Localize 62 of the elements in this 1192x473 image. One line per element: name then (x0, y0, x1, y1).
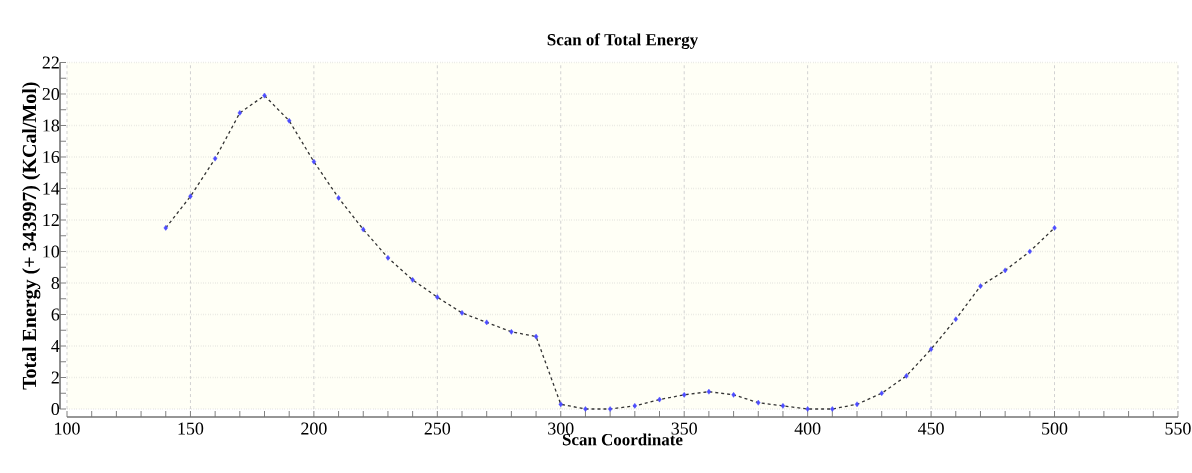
point (706, 388, 712, 395)
point (410, 277, 415, 283)
point (607, 406, 613, 412)
y-axis-title: Total Energy (+ 343997) (KCal/Mol) (22, 82, 41, 390)
point (509, 329, 514, 335)
y-tick-label: 22 (42, 56, 59, 69)
point (854, 401, 860, 408)
point (756, 399, 761, 406)
point (830, 406, 835, 412)
x-axis-title: Scan Coordinate (562, 433, 683, 446)
point (262, 92, 267, 99)
x-tick-label: 150 (178, 422, 204, 435)
y-tick-label: 16 (43, 150, 60, 164)
x-tick-label: 250 (424, 422, 451, 435)
point (287, 117, 292, 124)
x-tick-label: 350 (671, 422, 697, 435)
point (188, 193, 193, 200)
point (632, 403, 637, 409)
x-tick-label: 200 (301, 422, 327, 435)
point (879, 390, 884, 397)
point (435, 294, 440, 300)
point (361, 226, 366, 233)
point (484, 319, 489, 326)
point (657, 396, 662, 403)
point (805, 406, 810, 412)
point (1003, 267, 1008, 274)
y-tick-label: 18 (43, 119, 60, 132)
point (533, 333, 539, 340)
point (953, 316, 958, 323)
point (583, 406, 588, 412)
x-tick-label: 500 (1042, 422, 1068, 435)
point (731, 392, 736, 398)
point (311, 158, 317, 165)
point (558, 401, 563, 408)
y-tick-label: 2 (51, 371, 59, 384)
point (682, 392, 687, 398)
point (237, 110, 242, 116)
x-tick-label: 400 (794, 422, 821, 435)
point (163, 225, 168, 231)
point (385, 255, 391, 261)
x-tick-label: 550 (1165, 422, 1191, 435)
point (978, 283, 983, 289)
chart-title: Scan of Total Energy (547, 33, 698, 49)
y-tick-label: 4 (51, 340, 60, 352)
point (928, 346, 934, 352)
point (459, 310, 465, 316)
point (1027, 248, 1032, 255)
x-tick-label: 300 (548, 422, 574, 435)
point (336, 195, 341, 201)
point (780, 403, 786, 409)
x-tick-label: 100 (55, 422, 80, 435)
y-tick-label: 10 (43, 245, 60, 258)
y-tick-label: 8 (51, 276, 60, 290)
y-tick-label: 14 (43, 182, 60, 195)
y-tick-label: 12 (43, 214, 59, 226)
y-tick-label: 0 (51, 402, 60, 416)
point (212, 155, 218, 162)
y-tick-label: 6 (51, 308, 60, 321)
point (1052, 225, 1057, 231)
point (904, 373, 909, 379)
x-tick-label: 450 (917, 422, 944, 435)
y-tick-label: 20 (42, 87, 60, 101)
